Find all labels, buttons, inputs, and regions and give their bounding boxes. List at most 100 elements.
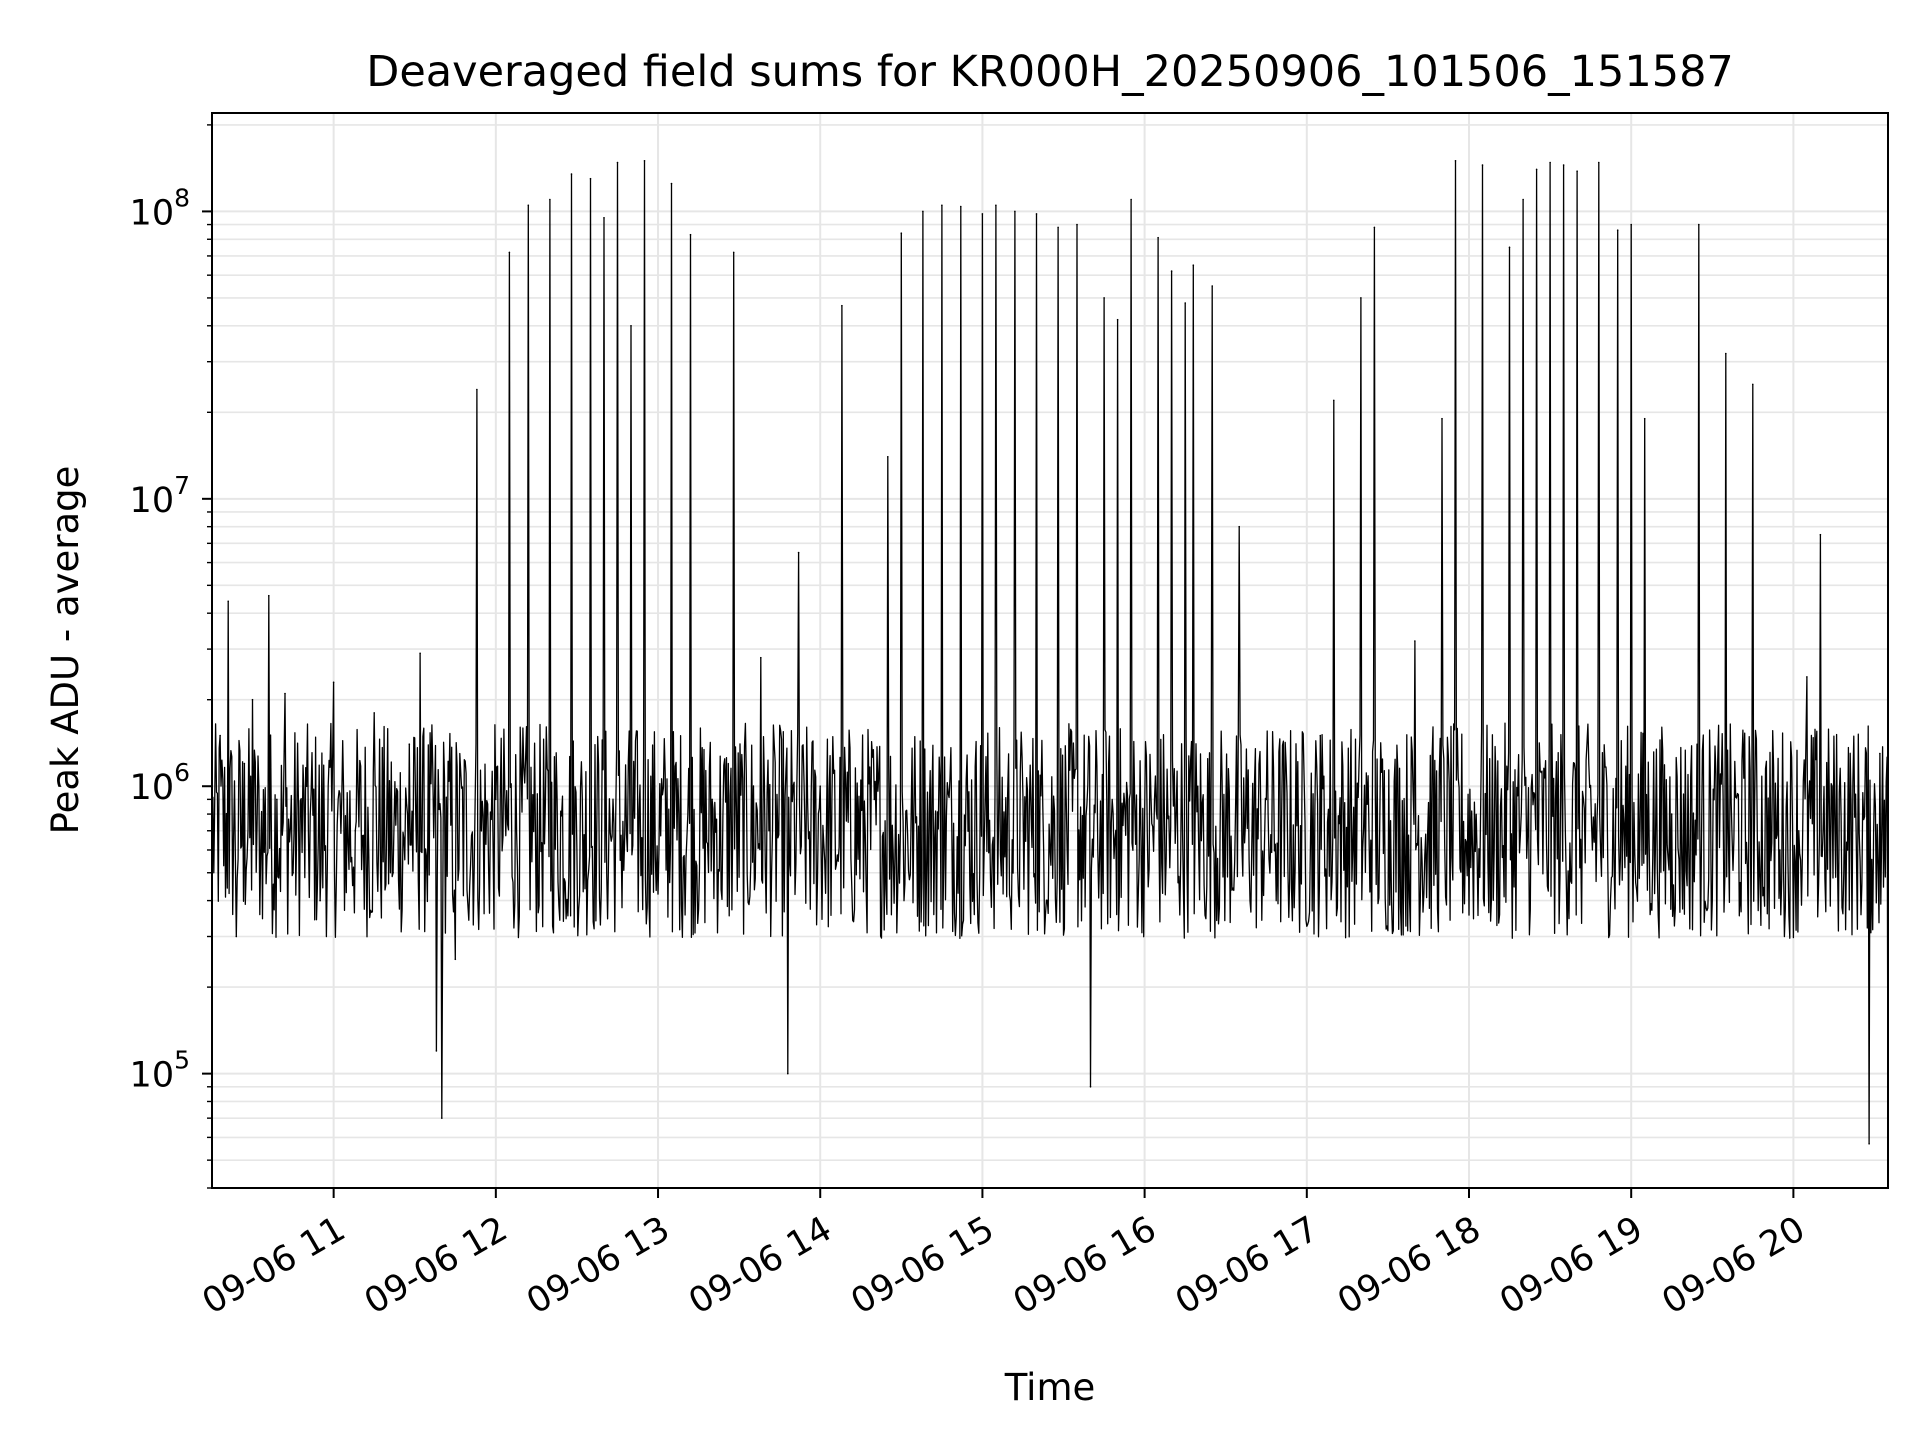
data-point: [1549, 161, 1551, 164]
data-point: [1643, 417, 1646, 420]
data-point: [1373, 226, 1376, 229]
data-point: [435, 1050, 438, 1052]
data-point: [1170, 270, 1173, 272]
data-point: [219, 734, 221, 737]
data-point: [711, 798, 713, 801]
data-point: [373, 712, 376, 714]
data-point: [1414, 640, 1416, 642]
data-point: [1103, 297, 1105, 299]
data-point: [1522, 198, 1524, 201]
data-point: [1319, 734, 1322, 737]
data-point: [887, 456, 889, 458]
data-point: [616, 161, 619, 164]
data-point: [476, 388, 478, 391]
data-point: [1265, 798, 1268, 801]
data-point: [1130, 198, 1132, 201]
data-point: [1157, 236, 1159, 239]
y-axis-label: Peak ADU - average: [44, 466, 87, 835]
data-point: [1535, 168, 1538, 171]
data-point: [1481, 164, 1484, 166]
data-point: [243, 762, 246, 765]
data-point: [1076, 223, 1078, 226]
data-point: [549, 198, 551, 201]
data-point: [1670, 813, 1673, 815]
data-point: [268, 594, 270, 597]
data-point: [408, 743, 411, 745]
data-point: [1360, 297, 1362, 299]
data-point: [508, 251, 511, 254]
data-point: [1725, 352, 1727, 355]
data-point: [284, 692, 286, 695]
data-point: [1779, 849, 1781, 851]
data-point: [841, 304, 843, 307]
data-point: [1057, 226, 1059, 229]
y-gridlines: [212, 124, 1888, 1189]
data-point: [259, 849, 262, 851]
data-point: [670, 182, 673, 185]
data-point: [1454, 160, 1457, 162]
data-point: [441, 1117, 443, 1119]
data-point: [819, 785, 821, 787]
data-point: [419, 652, 421, 655]
x-axis-label: Time: [1004, 1366, 1096, 1409]
data-point: [1819, 533, 1822, 536]
data-point: [454, 958, 457, 961]
data-point: [1879, 752, 1881, 755]
y-tick-exponent: 7: [174, 471, 190, 500]
data-point: [1630, 223, 1632, 226]
data-point: [1616, 229, 1619, 231]
data-point: [1576, 170, 1578, 172]
data-point: [1806, 676, 1808, 678]
data-point: [251, 698, 254, 701]
data-point: [603, 217, 605, 219]
data-point: [1562, 164, 1565, 166]
data-point: [797, 551, 800, 554]
data-point: [643, 160, 646, 162]
data-point: [1089, 1086, 1092, 1088]
data-point: [1211, 285, 1213, 287]
data-point: [1868, 1143, 1870, 1145]
y-tick-exponent: 8: [174, 183, 190, 212]
data-point: [981, 213, 984, 215]
data-point: [589, 177, 592, 180]
data-point: [392, 871, 394, 874]
series-layer: [211, 160, 1889, 1145]
data-point: [292, 871, 294, 874]
data-point: [787, 1072, 789, 1075]
data-point: [235, 935, 238, 938]
x-gridlines: [332, 113, 1795, 1188]
data-point: [760, 656, 762, 659]
data-point: [1184, 302, 1186, 304]
data-point: [332, 681, 335, 684]
y-tick-exponent: 5: [174, 1046, 190, 1075]
data-point: [495, 798, 497, 801]
plot-frame: [211, 112, 1889, 1189]
data-point: [1333, 399, 1335, 402]
data-point: [1598, 161, 1600, 164]
y-tick-exponent: 6: [174, 758, 190, 787]
data-point: [630, 325, 632, 327]
data-point: [1698, 223, 1700, 226]
data-point: [960, 205, 962, 208]
data-point: [1508, 246, 1511, 249]
data-point: [873, 798, 876, 801]
data-point: [1441, 417, 1443, 420]
chart-title: Deaveraged field sums for KR000H_2025090…: [366, 47, 1734, 97]
data-point: [732, 251, 735, 254]
data-point: [276, 798, 278, 801]
data-point: [227, 600, 229, 603]
data-point: [305, 785, 308, 787]
data-point: [570, 173, 573, 175]
data-point: [354, 829, 357, 832]
data-point: [1238, 525, 1240, 528]
series-line: [211, 160, 1889, 1145]
data-point: [689, 233, 692, 236]
data-point: [1192, 264, 1195, 267]
data-point: [922, 210, 924, 213]
data-point: [941, 204, 943, 207]
data-point: [1035, 213, 1038, 215]
data-point: [1014, 210, 1016, 213]
data-point: [900, 232, 903, 234]
data-point: [995, 204, 997, 207]
